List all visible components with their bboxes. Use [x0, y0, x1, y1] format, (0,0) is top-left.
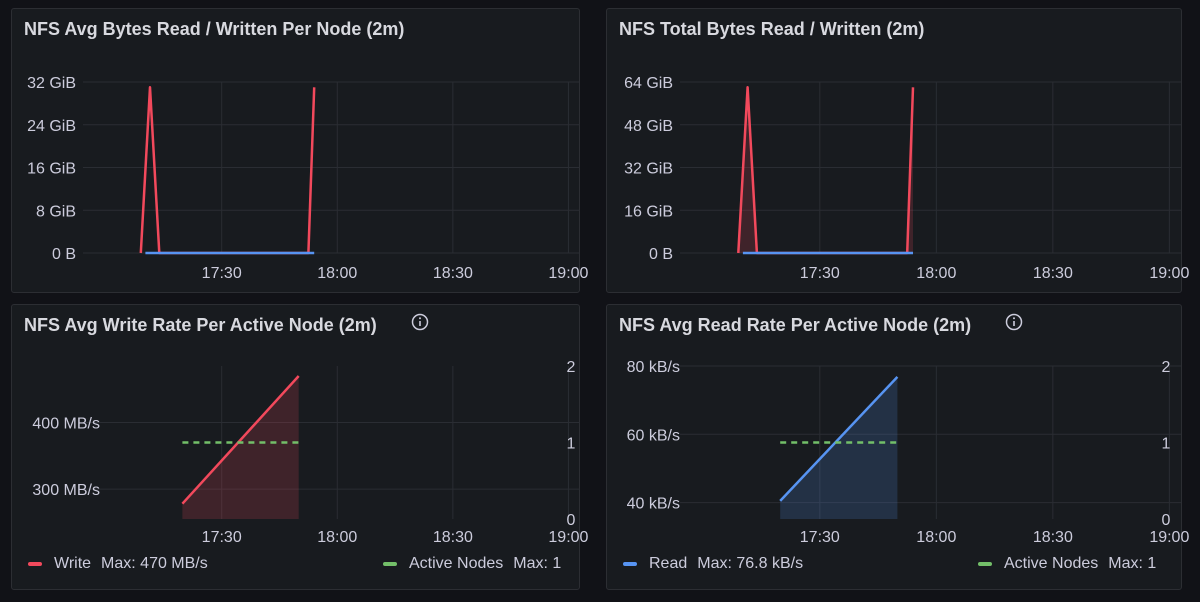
y-tick-label: 24 GiB [27, 118, 76, 135]
series-line [181, 375, 300, 505]
legend-max: Max: 1 [513, 555, 562, 572]
y-tick-label: 32 GiB [27, 75, 76, 92]
panel-title[interactable]: NFS Total Bytes Read / Written (2m) [619, 19, 925, 39]
x-tick-label: 18:30 [433, 529, 473, 546]
legend-read-nodes[interactable]: Active Nodes Max: 1 [978, 555, 1156, 573]
legend-max: Max: 470 MB/s [101, 555, 208, 572]
x-tick-label: 18:30 [1033, 529, 1073, 546]
y-tick-label: 60 kB/s [627, 427, 680, 444]
write-swatch [28, 562, 42, 566]
y-tick-label: 400 MB/s [32, 416, 100, 433]
y-tick-label: 0 B [52, 246, 76, 263]
y-tick-label: 16 GiB [624, 203, 673, 220]
panel-read-rate[interactable]: NFS Avg Read Rate Per Active Node (2m) [606, 304, 1182, 590]
y2-tick-label: 1 [1162, 436, 1171, 453]
nodes-swatch [978, 562, 992, 566]
panel-title[interactable]: NFS Avg Bytes Read / Written Per Node (2… [24, 19, 405, 39]
panel-avg-bytes[interactable]: NFS Avg Bytes Read / Written Per Node (2… [11, 8, 580, 293]
x-tick-label: 19:00 [1149, 529, 1189, 546]
panel-write-rate[interactable]: NFS Avg Write Rate Per Active Node (2m) [11, 304, 580, 590]
y-tick-label: 80 kB/s [627, 359, 680, 376]
y-tick-label: 8 GiB [36, 203, 76, 220]
read-swatch [623, 562, 637, 566]
chart-1: 17:30 18:00 18:30 19:00 0 B 8 GiB 16 GiB 24 GiB… [27, 75, 588, 282]
legend-label: Active Nodes [409, 555, 504, 572]
x-tick-label: 18:00 [916, 265, 956, 282]
legend-max: Max: 1 [1108, 555, 1157, 572]
y2-tick-label: 1 [567, 436, 576, 453]
y-tick-label: 40 kB/s [627, 496, 680, 513]
x-tick-label: 18:30 [433, 265, 473, 282]
x-tick-label: 18:00 [916, 529, 956, 546]
chart-2: 17:30 18:00 18:30 19:00 0 B 16 GiB 32 GiB 48 Gi… [624, 75, 1189, 282]
panel-total-bytes[interactable]: NFS Total Bytes Read / Written (2m) [606, 8, 1182, 293]
x-tick-label: 19:00 [548, 529, 588, 546]
legend-label: Write [54, 555, 92, 572]
legend-read-series[interactable]: Read Max: 76.8 kB/s [623, 555, 803, 573]
info-icon[interactable] [1005, 313, 1023, 331]
y2-tick-label: 2 [1162, 359, 1171, 376]
x-tick-label: 18:00 [317, 265, 357, 282]
legend-max: Max: 76.8 kB/s [697, 555, 804, 572]
x-tick-label: 17:30 [800, 265, 840, 282]
x-tick-label: 18:00 [317, 529, 357, 546]
y-tick-label: 64 GiB [624, 75, 673, 92]
panel-title[interactable]: NFS Avg Write Rate Per Active Node (2m) [24, 315, 377, 335]
x-tick-label: 17:30 [202, 265, 242, 282]
chart-3: 17:30 18:00 18:30 19:00 300 MB/s 400 MB/s 0 1 2 [32, 359, 588, 546]
x-tick-label: 19:00 [1149, 265, 1189, 282]
nodes-swatch [383, 562, 397, 566]
series-line [139, 86, 316, 255]
y-tick-label: 32 GiB [624, 161, 673, 178]
series-area [780, 376, 898, 519]
x-tick-label: 17:30 [202, 529, 242, 546]
y2-tick-label: 0 [1162, 512, 1171, 529]
chart-4: 17:30 18:00 18:30 19:00 40 kB/s 60 kB/s 80 kB/… [627, 359, 1190, 546]
y-tick-label: 16 GiB [27, 161, 76, 178]
series-line [779, 376, 899, 502]
series-area [738, 87, 913, 253]
y-tick-label: 300 MB/s [32, 482, 100, 499]
legend-label: Read [649, 555, 688, 572]
y2-tick-label: 0 [567, 512, 576, 529]
y-tick-label: 0 B [649, 246, 673, 263]
x-tick-label: 18:30 [1033, 265, 1073, 282]
panel-title[interactable]: NFS Avg Read Rate Per Active Node (2m) [619, 315, 972, 335]
x-tick-label: 19:00 [548, 265, 588, 282]
legend-label: Active Nodes [1004, 555, 1099, 572]
legend-write-series[interactable]: Write Max: 470 MB/s [28, 555, 208, 573]
series-area [182, 376, 299, 519]
info-icon[interactable] [411, 313, 429, 331]
y-tick-label: 48 GiB [624, 118, 673, 135]
y2-tick-label: 2 [567, 359, 576, 376]
series-line [737, 86, 915, 255]
x-tick-label: 17:30 [800, 529, 840, 546]
legend-write-nodes[interactable]: Active Nodes Max: 1 [383, 555, 561, 573]
